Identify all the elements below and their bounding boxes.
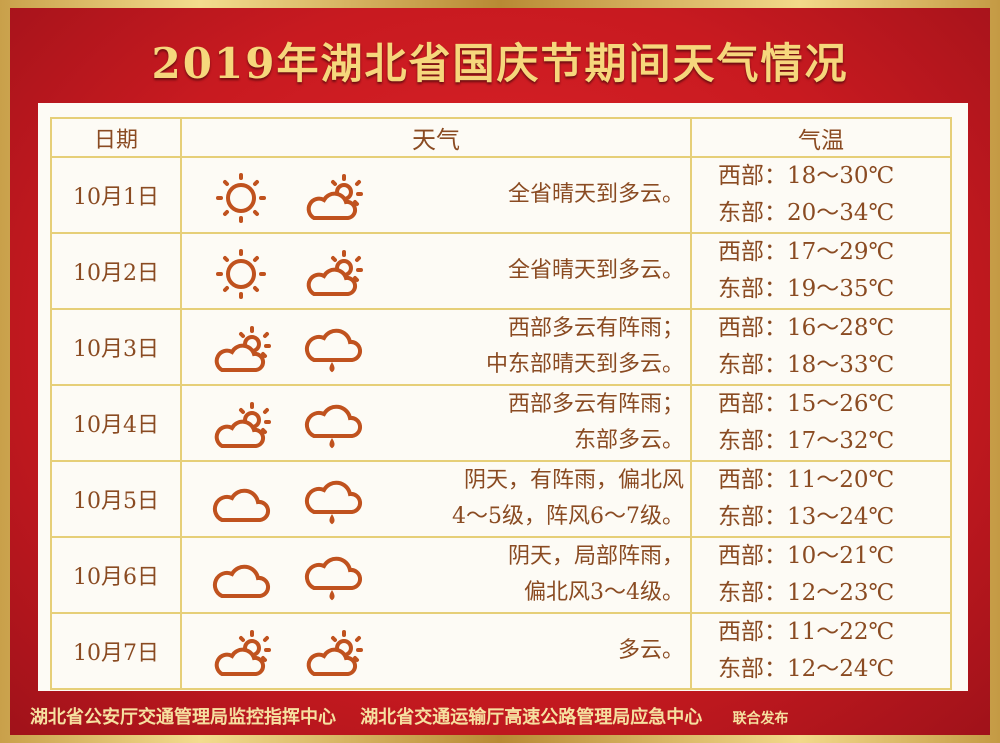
table-row: 10月1日 全省晴天到多云。 西部：18～30℃ 东部：20～34℃ [50,156,952,234]
weather-cell: 全省晴天到多云。 [180,156,692,234]
rain-cloud-icon [302,476,364,528]
temperature-cell: 西部：10～21℃ 东部：12～23℃ [690,536,952,614]
temp-west: 西部：10～21℃ [718,543,895,569]
temp-west: 西部：11～20℃ [718,467,895,493]
temperature-cell: 西部：17～29℃ 东部：19～35℃ [690,232,952,310]
weather-desc-line: 全省晴天到多云。 [507,182,684,207]
weather-desc-line: 西部多云有阵雨； [507,392,684,417]
date-cell: 10月3日 [50,308,182,386]
sun-icon [210,172,272,224]
weather-desc-line: 4～5级，阵风6～7级。 [452,504,684,529]
weather-desc-line: 东部多云。 [573,428,684,453]
footer-joint: 联合发布 [732,711,789,727]
partly-cloudy-icon [302,172,364,224]
date-cell: 10月2日 [50,232,182,310]
rain-cloud-icon [302,552,364,604]
sun-icon [210,248,272,300]
weather-desc-line: 阴天，局部阵雨， [507,544,684,569]
partly-cloudy-icon [210,324,272,376]
partly-cloudy-icon [302,628,364,680]
weather-cell: 阴天，有阵雨，偏北风 4～5级，阵风6～7级。 [180,460,692,538]
header-weather: 天气 [180,117,692,158]
table-row: 10月5日 阴天，有阵雨，偏北风 4～5级，阵风6～7级。 西部：11～20℃ 东… [50,460,952,538]
temp-east: 东部：13～24℃ [718,504,895,530]
date-cell: 10月7日 [50,612,182,690]
weather-desc-line: 全省晴天到多云。 [507,258,684,283]
weather-cell: 阴天，局部阵雨， 偏北风3～4级。 [180,536,692,614]
temp-east: 东部：12～24℃ [718,656,895,682]
table-row: 10月4日 西部多云有阵雨； 东部多云。 西部：15～26℃ 东部：17～32℃ [50,384,952,462]
temp-east: 东部：17～32℃ [718,428,895,454]
weather-cell: 多云。 [180,612,692,690]
table-row: 10月2日 全省晴天到多云。 西部：17～29℃ 东部：19～35℃ [50,232,952,310]
date-cell: 10月5日 [50,460,182,538]
rain-cloud-icon [302,400,364,452]
header-date: 日期 [50,117,182,158]
weather-desc-line: 中东部晴天到多云。 [485,352,684,377]
rain-cloud-icon [302,324,364,376]
weather-desc-line: 西部多云有阵雨； [507,316,684,341]
weather-cell: 西部多云有阵雨； 东部多云。 [180,384,692,462]
weather-desc-line: 多云。 [617,638,684,663]
date-cell: 10月4日 [50,384,182,462]
temp-east: 东部：12～23℃ [718,580,895,606]
weather-desc-line: 阴天，有阵雨，偏北风 [463,468,684,493]
weather-cell: 西部多云有阵雨； 中东部晴天到多云。 [180,308,692,386]
temp-west: 西部：15～26℃ [718,391,895,417]
weather-table: 日期 天气 气温 10月1日 全省晴天到多云。 西部：18～30℃ 东部：20～… [50,117,952,690]
weather-cell: 全省晴天到多云。 [180,232,692,310]
date-cell: 10月6日 [50,536,182,614]
temp-east: 东部：20～34℃ [718,200,895,226]
temp-west: 西部：17～29℃ [718,239,895,265]
temperature-cell: 西部：18～30℃ 东部：20～34℃ [690,156,952,234]
footer-org2: 湖北省交通运输厅高速公路管理局应急中心 [360,707,703,728]
temperature-cell: 西部：11～22℃ 东部：12～24℃ [690,612,952,690]
weather-desc-line: 偏北风3～4级。 [524,580,684,605]
temp-west: 西部：18～30℃ [718,163,895,189]
temp-east: 东部：19～35℃ [718,276,895,302]
footer-org1: 湖北省公安厅交通管理局监控指挥中心 [30,707,336,728]
partly-cloudy-icon [302,248,364,300]
temperature-cell: 西部：16～28℃ 东部：18～33℃ [690,308,952,386]
partly-cloudy-icon [210,400,272,452]
cloud-icon [210,476,272,528]
temperature-cell: 西部：11～20℃ 东部：13～24℃ [690,460,952,538]
date-cell: 10月1日 [50,156,182,234]
temp-east: 东部：18～33℃ [718,352,895,378]
temperature-cell: 西部：15～26℃ 东部：17～32℃ [690,384,952,462]
footer: 湖北省公安厅交通管理局监控指挥中心 湖北省交通运输厅高速公路管理局应急中心 联合… [30,703,807,729]
table-row: 10月3日 西部多云有阵雨； 中东部晴天到多云。 西部：16～28℃ 东部：18～… [50,308,952,386]
cloud-icon [210,552,272,604]
temp-west: 西部：11～22℃ [718,619,895,645]
partly-cloudy-icon [210,628,272,680]
table-row: 10月7日 多云。 西部：11～22℃ 东部：12～24℃ [50,612,952,690]
table-row: 10月6日 阴天，局部阵雨， 偏北风3～4级。 西部：10～21℃ 东部：12～2… [50,536,952,614]
page-title: 2019年湖北省国庆节期间天气情况 [151,39,849,88]
header-temperature: 气温 [690,117,952,158]
temp-west: 西部：16～28℃ [718,315,895,341]
